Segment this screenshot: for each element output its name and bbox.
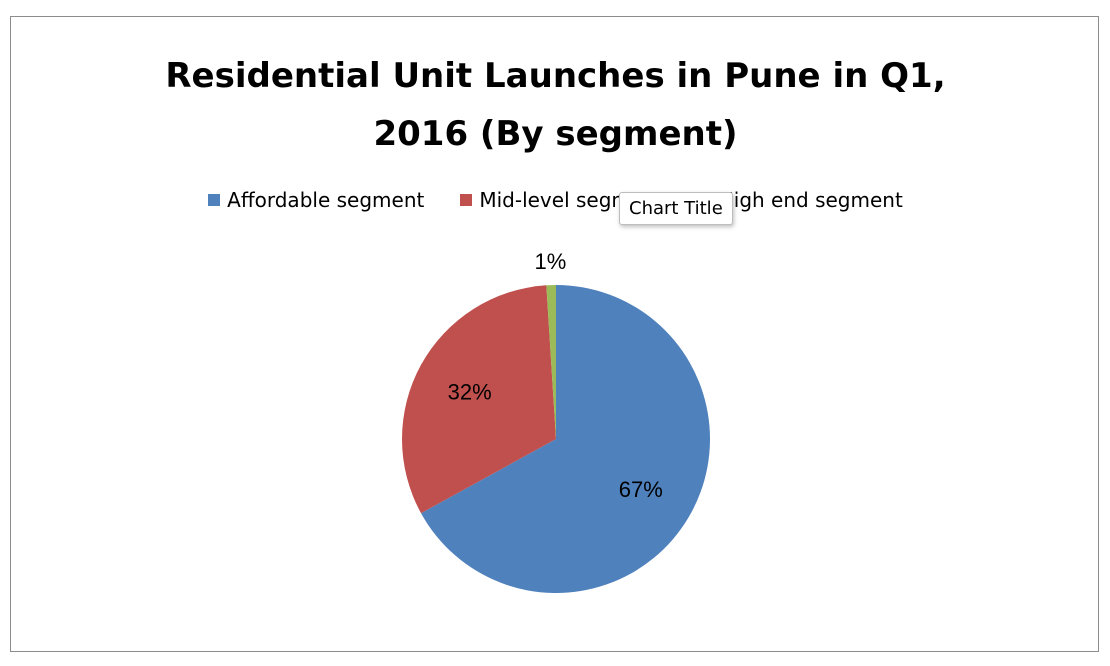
pie-slice-affordable[interactable] [421,285,711,593]
chart-title-line-2: 2016 (By segment) [373,114,738,154]
legend-swatch-affordable [208,194,221,206]
chart-title: Residential Unit Launches in Pune in Q1,… [11,47,1100,163]
data-label-high-end: 1% [535,249,567,274]
legend-item-affordable[interactable]: Affordable segment [208,188,424,212]
data-label-affordable: 67% [619,477,663,502]
chart-legend: Affordable segment Mid-level segment Hig… [11,188,1100,212]
pie-slice-mid-level[interactable] [402,285,556,514]
chart-title-tooltip: Chart Title [619,192,733,225]
chart-title-line-1: Residential Unit Launches in Pune in Q1, [165,56,946,96]
legend-label-affordable: Affordable segment [227,188,425,212]
legend-label-high-end: High end segment [718,188,903,212]
legend-swatch-mid-level [460,194,473,206]
data-label-mid-level: 32% [448,380,492,405]
pie-slice-high-end[interactable] [546,285,556,439]
